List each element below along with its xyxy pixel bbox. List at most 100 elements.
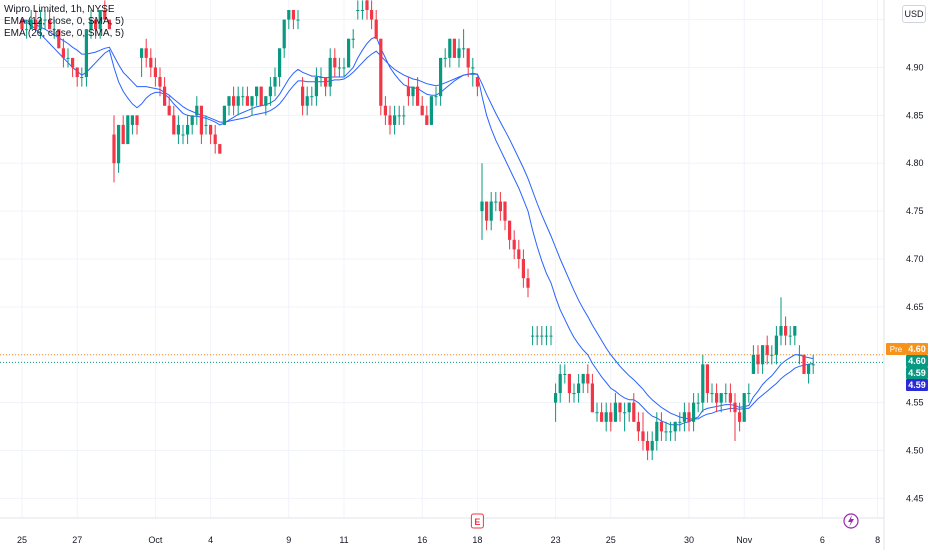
candle-body[interactable] xyxy=(218,144,222,154)
candle-body[interactable] xyxy=(572,393,576,395)
candle-body[interactable] xyxy=(531,335,535,337)
candle-body[interactable] xyxy=(66,57,70,59)
candle-body[interactable] xyxy=(52,29,56,31)
candle-body[interactable] xyxy=(770,354,774,356)
candle-body[interactable] xyxy=(439,57,443,97)
candle-body[interactable] xyxy=(282,19,286,49)
candle-body[interactable] xyxy=(149,57,153,68)
candle-body[interactable] xyxy=(604,412,608,422)
candle-body[interactable] xyxy=(259,86,263,106)
candle-body[interactable] xyxy=(508,220,512,240)
candle-body[interactable] xyxy=(167,105,171,116)
candle-body[interactable] xyxy=(586,373,590,384)
candle-body[interactable] xyxy=(669,431,673,433)
candle-body[interactable] xyxy=(452,38,456,58)
candle-body[interactable] xyxy=(388,115,392,125)
candle-body[interactable] xyxy=(181,134,185,136)
candle-body[interactable] xyxy=(710,393,714,395)
candle-body[interactable] xyxy=(687,412,691,422)
candle-body[interactable] xyxy=(130,115,134,125)
candle-body[interactable] xyxy=(577,383,581,394)
candle-body[interactable] xyxy=(797,354,801,356)
candle-body[interactable] xyxy=(724,393,728,395)
candle-body[interactable] xyxy=(20,19,24,30)
candle-body[interactable] xyxy=(673,421,677,432)
candle-body[interactable] xyxy=(153,67,157,78)
candle-body[interactable] xyxy=(301,86,305,106)
candle-body[interactable] xyxy=(190,115,194,125)
candle-body[interactable] xyxy=(485,201,489,221)
candle-body[interactable] xyxy=(494,201,498,203)
candle-body[interactable] xyxy=(641,431,645,441)
candle-body[interactable] xyxy=(365,0,369,11)
candle-body[interactable] xyxy=(310,96,314,98)
candle-body[interactable] xyxy=(264,96,268,106)
candle-body[interactable] xyxy=(140,48,144,58)
candle-body[interactable] xyxy=(581,373,585,384)
candle-body[interactable] xyxy=(696,402,700,404)
candle-body[interactable] xyxy=(314,77,318,97)
candle-body[interactable] xyxy=(57,29,61,49)
candle-body[interactable] xyxy=(328,57,332,87)
candle-body[interactable] xyxy=(784,326,788,336)
candle-body[interactable] xyxy=(98,10,102,30)
candle-body[interactable] xyxy=(540,335,544,337)
candle-body[interactable] xyxy=(678,421,682,423)
candle-body[interactable] xyxy=(351,38,355,40)
candle-body[interactable] xyxy=(811,364,815,366)
candle-body[interactable] xyxy=(517,249,521,259)
candle-body[interactable] xyxy=(176,124,180,135)
candle-body[interactable] xyxy=(195,105,199,116)
candle-body[interactable] xyxy=(682,412,686,422)
candle-body[interactable] xyxy=(521,259,525,279)
candle-body[interactable] xyxy=(393,115,397,125)
candle-body[interactable] xyxy=(632,402,636,422)
candle-body[interactable] xyxy=(774,335,778,355)
candle-body[interactable] xyxy=(291,10,295,20)
candle-body[interactable] xyxy=(751,354,755,374)
candle-body[interactable] xyxy=(558,373,562,394)
candle-body[interactable] xyxy=(429,96,433,125)
candle-body[interactable] xyxy=(650,440,654,451)
candle-body[interactable] xyxy=(719,393,723,403)
candle-body[interactable] xyxy=(374,19,378,39)
candle-body[interactable] xyxy=(738,412,742,422)
earnings-marker[interactable] xyxy=(470,513,484,529)
candle-body[interactable] xyxy=(107,19,111,30)
candle-body[interactable] xyxy=(158,77,162,87)
candle-body[interactable] xyxy=(549,335,553,337)
candle-body[interactable] xyxy=(600,412,604,422)
candle-body[interactable] xyxy=(48,19,52,30)
candle-body[interactable] xyxy=(544,335,548,337)
candle-body[interactable] xyxy=(618,402,622,413)
candle-body[interactable] xyxy=(793,326,797,336)
candle-body[interactable] xyxy=(319,77,323,79)
candle-body[interactable] xyxy=(728,393,732,403)
candle-body[interactable] xyxy=(425,115,429,125)
candle-body[interactable] xyxy=(554,393,558,403)
candle-body[interactable] xyxy=(241,96,245,98)
candle-body[interactable] xyxy=(347,38,351,68)
candle-body[interactable] xyxy=(742,393,746,422)
candle-body[interactable] xyxy=(38,19,42,30)
candle-body[interactable] xyxy=(94,19,98,30)
candle-body[interactable] xyxy=(360,10,364,11)
candle-body[interactable] xyxy=(84,29,88,78)
candle-body[interactable] xyxy=(567,373,571,394)
candle-body[interactable] xyxy=(526,278,530,288)
candle-body[interactable] xyxy=(213,134,217,145)
candle-body[interactable] xyxy=(480,201,484,212)
candle-body[interactable] xyxy=(590,383,594,413)
candle-body[interactable] xyxy=(457,48,461,58)
candle-body[interactable] xyxy=(563,373,567,375)
candle-body[interactable] xyxy=(34,19,38,30)
candle-body[interactable] xyxy=(655,421,659,441)
candle-body[interactable] xyxy=(61,48,65,58)
candle-body[interactable] xyxy=(163,86,167,106)
candle-body[interactable] xyxy=(779,326,783,336)
candle-body[interactable] xyxy=(144,48,148,58)
candle-body[interactable] xyxy=(236,96,240,106)
candle-body[interactable] xyxy=(443,57,447,59)
candle-body[interactable] xyxy=(278,48,282,78)
